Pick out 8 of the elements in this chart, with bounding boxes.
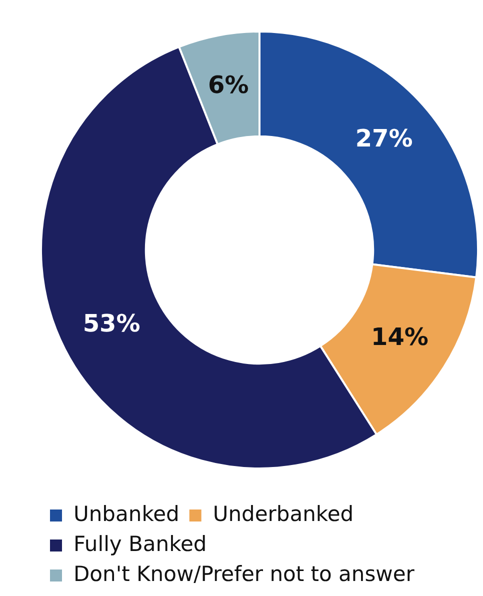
data-label: 14%: [370, 323, 428, 352]
data-label: 53%: [82, 310, 140, 338]
legend-label: Fully Banked: [74, 532, 207, 556]
legend-label: Don't Know/Prefer not to answer: [74, 562, 415, 586]
data-label: 6%: [208, 71, 249, 100]
data-label: 27%: [355, 124, 413, 152]
legend-label: Unbanked: [74, 502, 180, 526]
legend-label: Underbanked: [212, 502, 354, 526]
